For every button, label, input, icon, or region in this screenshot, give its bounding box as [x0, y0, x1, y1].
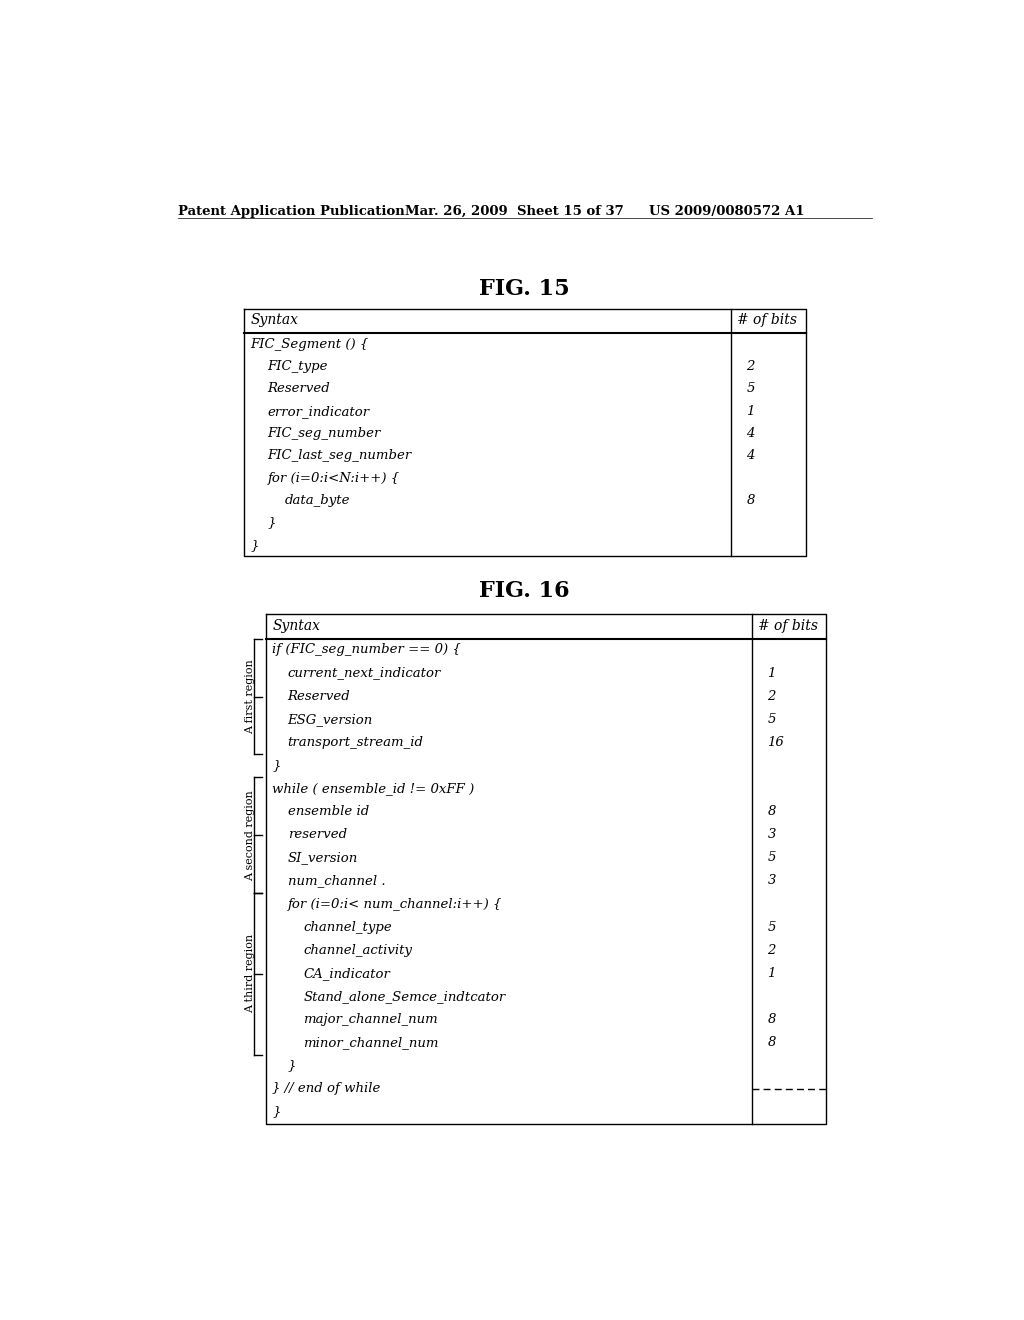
Text: }: }: [267, 516, 275, 529]
Text: 4: 4: [746, 428, 755, 440]
Text: reserved: reserved: [288, 829, 347, 841]
Text: 8: 8: [767, 1036, 776, 1049]
Text: # of bits: # of bits: [758, 619, 818, 632]
Text: Syntax: Syntax: [251, 313, 298, 327]
Text: Mar. 26, 2009  Sheet 15 of 37: Mar. 26, 2009 Sheet 15 of 37: [406, 205, 625, 218]
Text: for (i=0:i<N:i++) {: for (i=0:i<N:i++) {: [267, 471, 399, 484]
Text: error_indicator: error_indicator: [267, 405, 370, 418]
Text: # of bits: # of bits: [737, 313, 797, 327]
Text: ESG_version: ESG_version: [288, 713, 373, 726]
Text: } // end of while: } // end of while: [272, 1082, 381, 1096]
Text: data_byte: data_byte: [285, 494, 350, 507]
Text: A third region: A third region: [245, 935, 255, 1014]
Text: 8: 8: [767, 805, 776, 818]
Text: }: }: [288, 1059, 296, 1072]
Text: 4: 4: [746, 449, 755, 462]
Text: for (i=0:i< num_channel:i++) {: for (i=0:i< num_channel:i++) {: [288, 898, 502, 911]
Text: }: }: [272, 759, 281, 772]
Text: channel_activity: channel_activity: [303, 944, 412, 957]
Text: 3: 3: [767, 829, 776, 841]
Text: }: }: [272, 1106, 281, 1118]
Text: FIG. 16: FIG. 16: [479, 581, 570, 602]
Text: FIC_seg_number: FIC_seg_number: [267, 428, 381, 440]
Text: 1: 1: [746, 405, 755, 418]
Text: A second region: A second region: [245, 789, 255, 880]
Text: }: }: [251, 539, 259, 552]
Text: num_channel .: num_channel .: [288, 874, 385, 887]
Text: ensemble id: ensemble id: [288, 805, 369, 818]
Text: US 2009/0080572 A1: US 2009/0080572 A1: [649, 205, 804, 218]
Text: current_next_indicator: current_next_indicator: [288, 667, 441, 680]
Text: if (FIC_seg_number == 0) {: if (FIC_seg_number == 0) {: [272, 644, 461, 656]
Text: 2: 2: [746, 360, 755, 374]
Text: 1: 1: [767, 966, 776, 979]
Text: Reserved: Reserved: [288, 689, 350, 702]
Text: FIC_type: FIC_type: [267, 360, 328, 374]
Text: Stand_alone_Semce_indtcator: Stand_alone_Semce_indtcator: [303, 990, 506, 1003]
Text: 5: 5: [767, 921, 776, 933]
Text: channel_type: channel_type: [303, 921, 392, 933]
Text: Reserved: Reserved: [267, 383, 331, 396]
Text: FIC_last_seg_number: FIC_last_seg_number: [267, 449, 412, 462]
Text: CA_indicator: CA_indicator: [303, 966, 390, 979]
Text: A first region: A first region: [245, 659, 255, 734]
Text: SI_version: SI_version: [288, 851, 358, 865]
Text: 2: 2: [767, 689, 776, 702]
Text: 16: 16: [767, 737, 784, 748]
Text: 1: 1: [767, 667, 776, 680]
Text: 2: 2: [767, 944, 776, 957]
Text: FIC_Segment () {: FIC_Segment () {: [251, 338, 369, 351]
Text: 5: 5: [767, 851, 776, 865]
Text: 5: 5: [767, 713, 776, 726]
Text: minor_channel_num: minor_channel_num: [303, 1036, 438, 1049]
Text: 5: 5: [746, 383, 755, 396]
Text: FIG. 15: FIG. 15: [479, 277, 570, 300]
Text: 3: 3: [767, 874, 776, 887]
Text: major_channel_num: major_channel_num: [303, 1014, 438, 1026]
Text: Patent Application Publication: Patent Application Publication: [178, 205, 406, 218]
Text: transport_stream_id: transport_stream_id: [288, 737, 424, 748]
Text: while ( ensemble_id != 0xFF ): while ( ensemble_id != 0xFF ): [272, 781, 474, 795]
Text: Syntax: Syntax: [272, 619, 321, 632]
Text: 8: 8: [746, 494, 755, 507]
Text: 8: 8: [767, 1014, 776, 1026]
